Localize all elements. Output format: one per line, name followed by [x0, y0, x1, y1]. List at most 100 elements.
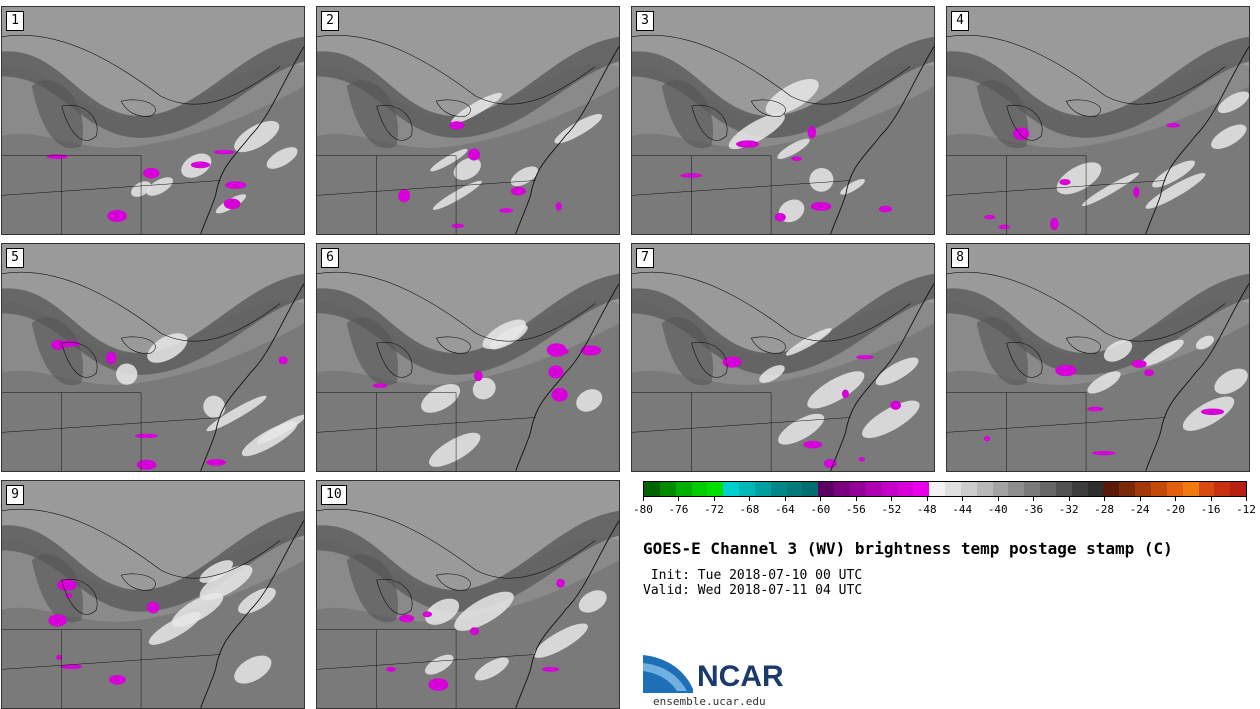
postage-stamp-9: 9 [1, 480, 305, 709]
site-url: ensemble.ucar.edu [653, 695, 766, 708]
colorbar-ticks: -80 -76 -72 -68 -64 -60 -56 -52 -48 -44 -40 -36 -32 -… [633, 497, 1256, 519]
colorbar-swatch [644, 482, 660, 496]
postage-stamp-8: 8 [946, 243, 1250, 472]
colorbar-tick-label: -16 [1200, 503, 1221, 516]
wv-satellite-map [2, 481, 304, 708]
colorbar-tick-label: -60 [810, 503, 831, 516]
colorbar-tick-label: -68 [739, 503, 760, 516]
postage-stamp-4: 4 [946, 6, 1250, 235]
colorbar-tick [784, 497, 786, 501]
colorbar-swatch [913, 482, 930, 496]
colorbar-swatch [1008, 482, 1025, 496]
colorbar-swatch [691, 482, 708, 496]
colorbar-swatch [675, 482, 692, 496]
panel-label: 5 [6, 248, 24, 268]
init-time: Init: Tue 2018-07-10 00 UTC [643, 568, 863, 583]
valid-time: Valid: Wed 2018-07-11 04 UTC [643, 583, 863, 598]
postage-stamp-10: 10 [316, 480, 620, 709]
panel-label: 3 [636, 11, 654, 31]
colorbar-swatch [1024, 482, 1041, 496]
colorbar-tick-label: -32 [1058, 503, 1079, 516]
colorbar-tick [820, 497, 822, 501]
wv-satellite-map [2, 244, 304, 471]
colorbar-swatch [881, 482, 898, 496]
postage-stamp-5: 5 [1, 243, 305, 472]
panel-label: 4 [951, 11, 969, 31]
colorbar-tick [1246, 497, 1247, 501]
colorbar-swatch [1040, 482, 1056, 496]
colorbar-swatch [770, 482, 787, 496]
colorbar-swatch [976, 482, 993, 496]
colorbar-tick-label: -36 [1023, 503, 1044, 516]
ncar-logo [643, 655, 693, 693]
colorbar-swatch [960, 482, 977, 496]
panel-label: 7 [636, 248, 654, 268]
colorbar-swatch [1119, 482, 1136, 496]
colorbar-tick-label: -12 [1236, 503, 1256, 516]
postage-stamp-2: 2 [316, 6, 620, 235]
wv-satellite-map [947, 7, 1249, 234]
colorbar-tick [1104, 497, 1106, 501]
ncar-logo-text: NCAR [697, 660, 784, 693]
colorbar-swatch [945, 482, 961, 496]
colorbar-tick-label: -76 [668, 503, 689, 516]
colorbar-tick [855, 497, 857, 501]
colorbar-tick [643, 497, 644, 501]
colorbar-tick [1210, 497, 1212, 501]
colorbar-tick-label: -72 [704, 503, 724, 516]
colorbar-tick-label: -28 [1094, 503, 1115, 516]
colorbar-tick [678, 497, 680, 501]
colorbar-swatch [1055, 482, 1072, 496]
colorbar-tick [891, 497, 893, 501]
postage-stamp-6: 6 [316, 243, 620, 472]
colorbar-swatch [897, 482, 914, 496]
colorbar-swatch [1198, 482, 1215, 496]
colorbar-tick-label: -24 [1129, 503, 1150, 516]
wv-satellite-map [632, 244, 934, 471]
colorbar-tick [1068, 497, 1070, 501]
colorbar-tick [1175, 497, 1177, 501]
figure-title: GOES-E Channel 3 (WV) brightness temp po… [643, 539, 1173, 558]
colorbar-swatch [818, 482, 835, 496]
postage-stamp-1: 1 [1, 6, 305, 235]
colorbar [643, 481, 1247, 497]
colorbar-tick-label: -64 [774, 503, 795, 516]
wv-satellite-map [317, 7, 619, 234]
colorbar-swatch [1135, 482, 1151, 496]
panel-label: 10 [321, 485, 347, 505]
colorbar-tick [1033, 497, 1035, 501]
colorbar-swatch [707, 482, 724, 496]
colorbar-swatch [739, 482, 755, 496]
colorbar-swatch [849, 482, 866, 496]
colorbar-tick [749, 497, 751, 501]
panel-label: 6 [321, 248, 339, 268]
wv-satellite-map [2, 7, 304, 234]
wv-satellite-map [317, 244, 619, 471]
colorbar-tick-label: -48 [916, 503, 937, 516]
colorbar-swatch [834, 482, 850, 496]
colorbar-swatch [802, 482, 819, 496]
panel-label: 1 [6, 11, 24, 31]
wv-satellite-map [947, 244, 1249, 471]
colorbar-swatch [1087, 482, 1104, 496]
colorbar-swatch [659, 482, 676, 496]
colorbar-swatch [754, 482, 771, 496]
colorbar-swatch [723, 482, 740, 496]
colorbar-tick [926, 497, 928, 501]
colorbar-tick [713, 497, 715, 501]
panel-label: 9 [6, 485, 24, 505]
colorbar-swatch [1071, 482, 1088, 496]
wv-satellite-map [632, 7, 934, 234]
colorbar-swatch [1230, 482, 1247, 496]
colorbar-tick-label: -80 [633, 503, 653, 516]
colorbar-tick-label: -56 [845, 503, 866, 516]
colorbar-tick-label: -40 [987, 503, 1008, 516]
colorbar-swatch [1214, 482, 1231, 496]
panel-label: 8 [951, 248, 969, 268]
colorbar-tick [1139, 497, 1141, 501]
colorbar-swatch [865, 482, 882, 496]
postage-stamp-3: 3 [631, 6, 935, 235]
colorbar-tick [962, 497, 964, 501]
colorbar-swatch [786, 482, 803, 496]
colorbar-tick-label: -20 [1165, 503, 1185, 516]
